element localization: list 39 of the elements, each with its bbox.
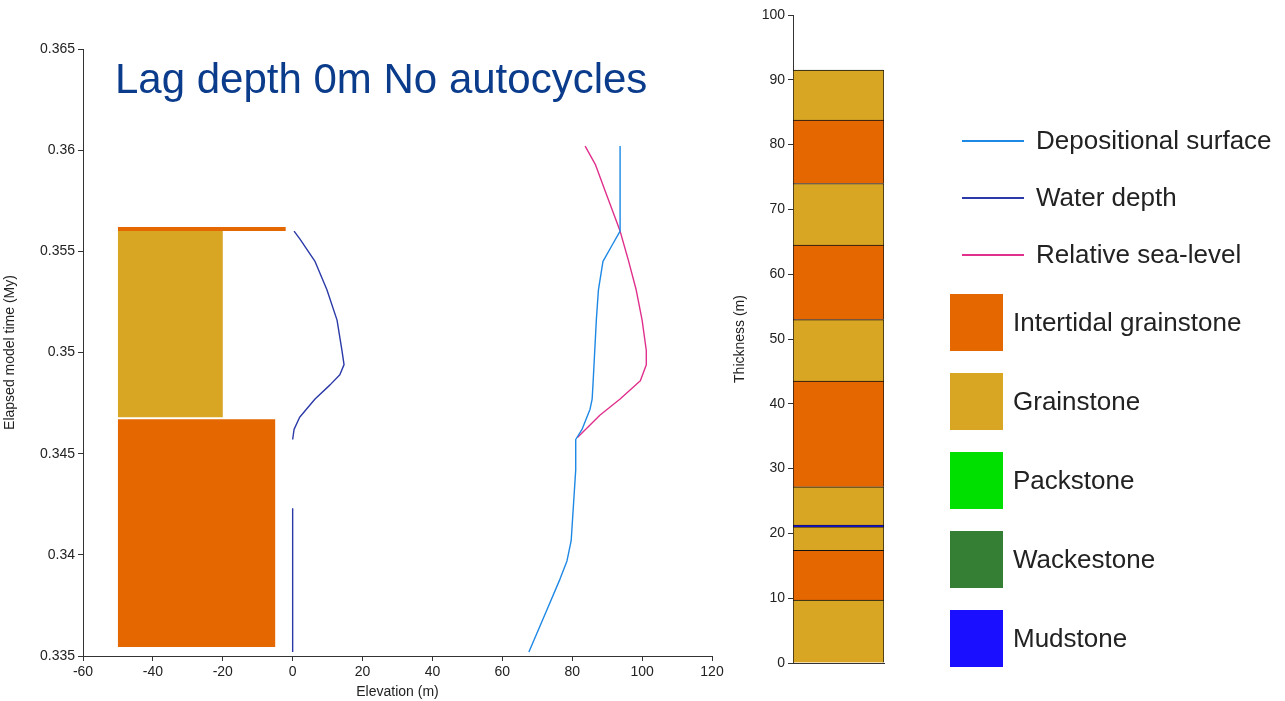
y-axis-title: Elapsed model time (My) (1, 275, 18, 430)
legend-label: Grainstone (1013, 386, 1141, 417)
y-tick-label: 50 (769, 329, 786, 346)
x-tick-label: -20 (212, 663, 234, 680)
x-tick-label: -40 (142, 663, 164, 680)
x-tick-label: 0 (288, 663, 297, 680)
legend-label: Intertidal grainstone (1013, 307, 1242, 338)
y-tick-label: 0.365 (39, 39, 76, 56)
y-tick-label: 0.355 (39, 242, 76, 259)
y-tick-label: 10 (769, 589, 786, 606)
legend-label: Relative sea-level (1036, 239, 1242, 270)
y-tick-label: 80 (769, 135, 786, 152)
legend-label: Depositional surface (1036, 125, 1272, 156)
x-axis-title: Elevation (m) (356, 683, 439, 700)
legend-label: Water depth (1036, 182, 1177, 213)
y-tick-label: 70 (769, 200, 786, 217)
x-tick-label: 40 (424, 663, 441, 680)
x-tick-label: 100 (630, 663, 654, 680)
y-tick-label: 0.345 (39, 444, 76, 461)
y-tick-label: 30 (769, 459, 786, 476)
y-tick-label: 0.34 (47, 545, 76, 562)
legend-label: Mudstone (1013, 623, 1128, 654)
chart-title: Lag depth 0m No autocycles (115, 55, 648, 103)
y-tick-label: 100 (761, 5, 786, 22)
y-tick-label: 0.35 (47, 343, 76, 360)
x-tick-label: 20 (354, 663, 371, 680)
x-tick-label: 80 (564, 663, 581, 680)
y-tick-label: 0.335 (39, 646, 76, 663)
y-tick-label: 90 (769, 70, 786, 87)
x-tick-label: 120 (700, 663, 724, 680)
x-tick-label: 60 (494, 663, 511, 680)
legend-label: Wackestone (1013, 544, 1156, 575)
legend-label: Packstone (1013, 465, 1135, 496)
y-axis-title: Thickness (m) (731, 295, 748, 383)
y-tick-label: 20 (769, 524, 786, 541)
x-tick-label: -60 (72, 663, 94, 680)
y-tick-label: 0.36 (47, 141, 76, 158)
y-tick-label: 40 (769, 394, 786, 411)
y-tick-label: 60 (769, 265, 786, 282)
